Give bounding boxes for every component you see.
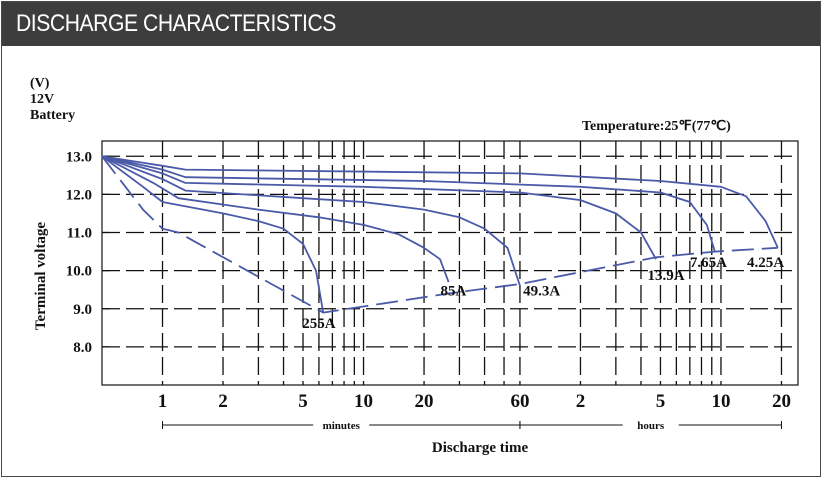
- x-tick-label: 60: [510, 391, 529, 412]
- y-tick-label: 10.0: [66, 264, 92, 280]
- x-tick-label: 10: [354, 391, 373, 412]
- y-tick-label: 8.0: [73, 340, 92, 356]
- x-tick-label: 5: [656, 391, 666, 412]
- y-tick-label: 9.0: [73, 302, 92, 318]
- x-tick-label: 20: [772, 391, 791, 412]
- bracket-label: minutes: [323, 420, 361, 432]
- x-axis-label: Discharge time: [432, 440, 529, 456]
- y-tick-label: 11.0: [67, 226, 92, 242]
- series-line: [102, 156, 520, 286]
- x-tick-label: 2: [218, 391, 228, 412]
- y-tick-label: 13.0: [66, 149, 92, 165]
- time-brackets: minutes hours: [163, 420, 782, 432]
- curve-label: 7.65A: [690, 255, 727, 271]
- x-tick-labels: 1 2 5 10 20 60 2 5 10 20: [158, 391, 791, 412]
- bracket-label: hours: [637, 420, 665, 432]
- curve-label: 85A: [440, 283, 466, 299]
- curve-label: 49.3A: [523, 283, 560, 299]
- x-tick-label: 5: [298, 391, 308, 412]
- x-tick-label: 10: [711, 391, 730, 412]
- y-tick-label: 12.0: [66, 187, 92, 203]
- y-tick-labels: 13.0 12.0 11.0 10.0 9.0 8.0: [66, 149, 92, 356]
- curve-label: 255A: [302, 316, 336, 332]
- x-tick-label: 1: [158, 391, 168, 412]
- y-axis-label: Terminal voltage: [33, 222, 49, 331]
- curve-label: 13.9A: [648, 268, 685, 284]
- x-tick-label: 20: [415, 391, 434, 412]
- x-tick-label: 2: [576, 391, 586, 412]
- curve-label: 4.25A: [747, 255, 784, 271]
